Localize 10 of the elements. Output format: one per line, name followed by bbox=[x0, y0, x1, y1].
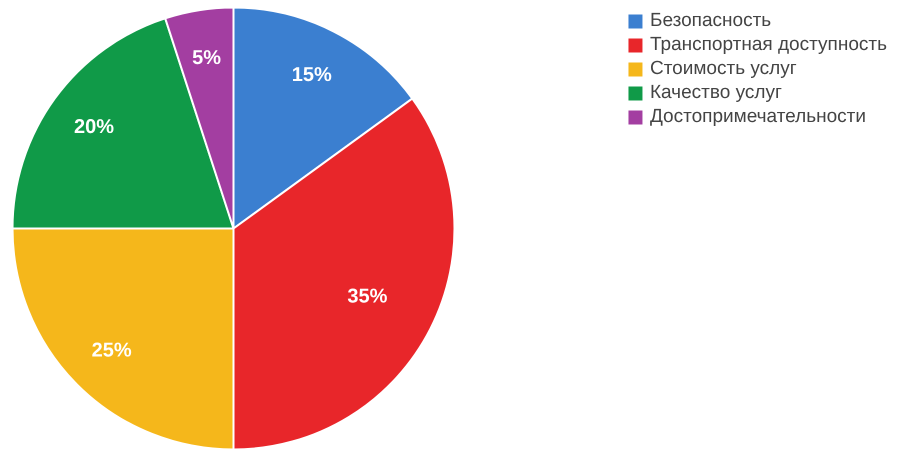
legend-label: Стоимость услуг bbox=[650, 58, 797, 80]
data-label: 35% bbox=[347, 286, 388, 308]
legend-label: Достопримечательности bbox=[650, 106, 866, 128]
data-label: 25% bbox=[92, 339, 132, 362]
data-label: 5% bbox=[192, 47, 222, 70]
legend-label: Безопасность bbox=[650, 10, 772, 32]
legend-label: Транспортная доступность bbox=[650, 34, 887, 56]
data-label: 20% bbox=[74, 116, 114, 138]
legend-label: Качество услуг bbox=[650, 82, 782, 104]
data-label: 15% bbox=[292, 64, 332, 86]
